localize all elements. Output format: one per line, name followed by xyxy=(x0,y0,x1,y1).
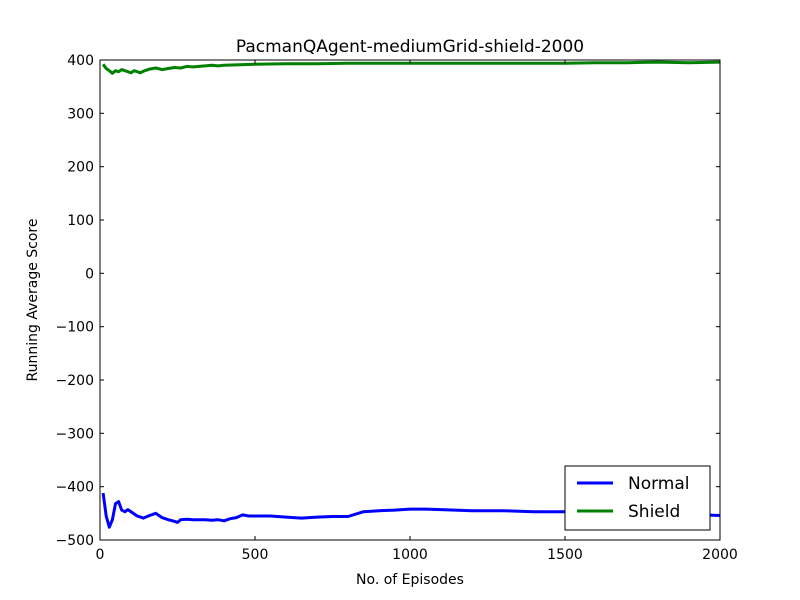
x-axis-label: No. of Episodes xyxy=(356,572,464,588)
x-tick-label: 500 xyxy=(242,547,269,563)
y-tick-label: −500 xyxy=(56,533,94,549)
legend: Normal Shield xyxy=(564,465,711,531)
x-tick-label: 2000 xyxy=(702,547,738,563)
y-tick-label: 400 xyxy=(67,53,94,69)
chart-title: PacmanQAgent-mediumGrid-shield-2000 xyxy=(236,37,584,57)
y-tick-label: −400 xyxy=(56,480,94,496)
x-tick-label: 0 xyxy=(96,547,105,563)
y-tick-label: −200 xyxy=(56,373,94,389)
y-tick-label: 300 xyxy=(67,106,94,122)
y-tick-label: −100 xyxy=(56,320,94,336)
y-tick-label: 100 xyxy=(67,213,94,229)
series-line-shield xyxy=(101,60,721,75)
y-axis-label: Running Average Score xyxy=(25,219,41,382)
y-tick-label: 0 xyxy=(85,266,94,282)
legend-label-shield: Shield xyxy=(628,502,680,522)
legend-box xyxy=(564,465,711,531)
x-tick-label: 1500 xyxy=(547,547,583,563)
y-tick-label: 200 xyxy=(67,160,94,176)
legend-label-normal: Normal xyxy=(628,474,690,494)
axis-ticks: 0 500 1000 1500 2000 −500 −400 −300 −200 −100 0 100… xyxy=(56,53,738,563)
y-tick-label: −300 xyxy=(56,426,94,442)
plot-area xyxy=(101,60,721,529)
series-line-normal xyxy=(101,492,721,529)
x-tick-label: 1000 xyxy=(392,547,428,563)
